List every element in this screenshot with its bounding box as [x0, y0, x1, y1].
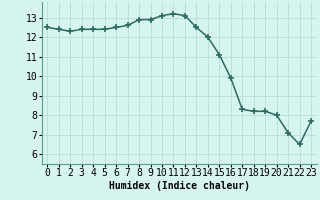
X-axis label: Humidex (Indice chaleur): Humidex (Indice chaleur) [109, 181, 250, 191]
